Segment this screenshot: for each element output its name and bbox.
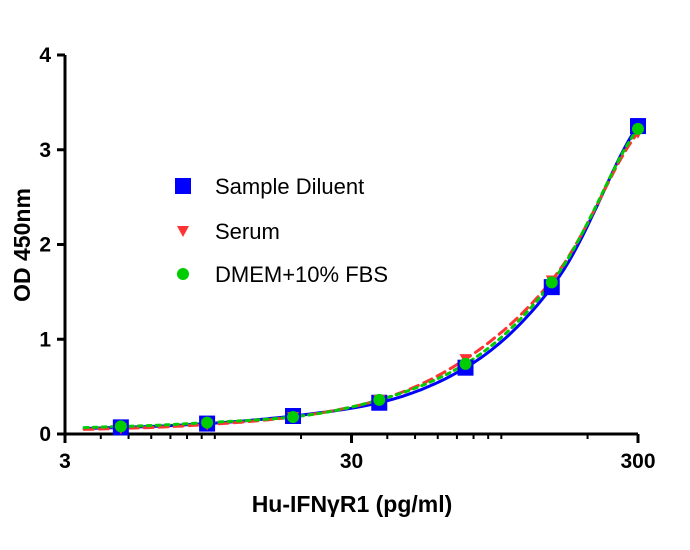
legend-marker (175, 178, 191, 194)
legend-label: DMEM+10% FBS (215, 262, 388, 287)
legend-label: Serum (215, 219, 280, 244)
legend: Sample Diluent Serum DMEM+10% FBS (175, 174, 388, 287)
data-point (459, 357, 472, 370)
data-point (201, 416, 214, 429)
y-tick-label: 1 (39, 328, 51, 351)
x-tick-label: 3 (59, 450, 71, 473)
y-axis-title: OD 450nm (9, 188, 35, 302)
y-tick-label: 4 (39, 44, 51, 67)
data-point (114, 420, 127, 433)
y-tick-label: 3 (39, 139, 51, 162)
legend-marker (177, 268, 189, 280)
legend-label: Sample Diluent (215, 174, 364, 199)
data-points (112, 118, 646, 436)
x-axis-title: Hu-IFNγR1 (pg/ml) (252, 491, 453, 517)
x-tick-label: 30 (340, 450, 363, 473)
y-tick-label: 2 (39, 234, 51, 257)
y-tick-label: 0 (39, 423, 51, 446)
data-point (373, 393, 386, 406)
data-point (632, 122, 644, 135)
x-tick-label: 300 (620, 450, 655, 473)
axes: 0 1 2 3 4 3 30 300 (39, 44, 655, 473)
legend-marker (177, 226, 189, 237)
data-point (545, 276, 558, 289)
data-point (287, 410, 300, 423)
